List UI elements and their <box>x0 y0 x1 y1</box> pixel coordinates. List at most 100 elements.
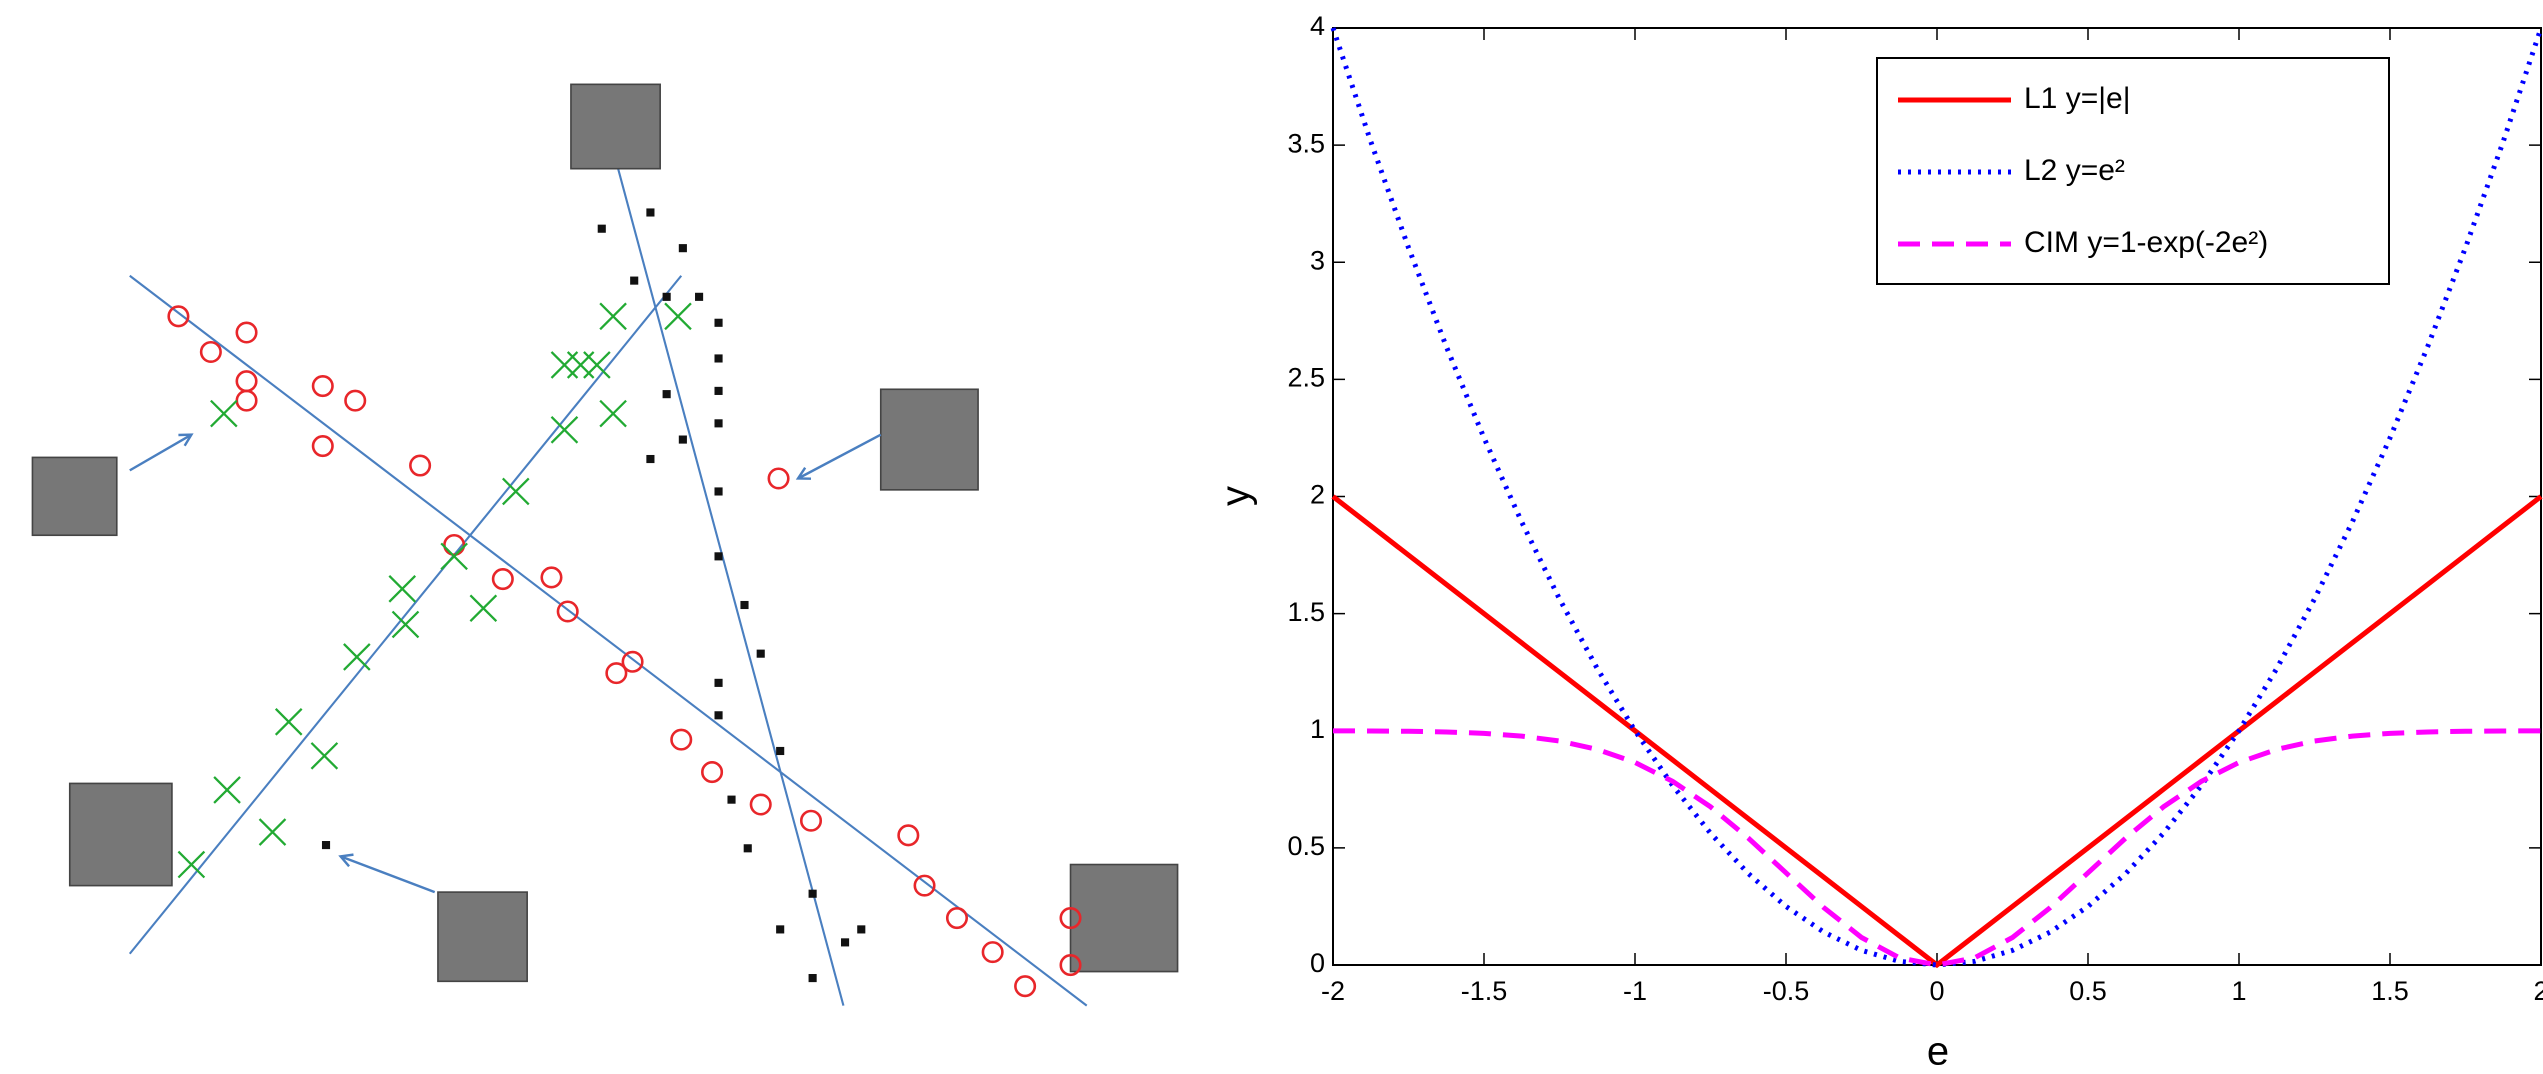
green-cross <box>440 542 468 571</box>
arrow-head <box>795 466 812 480</box>
black-dot <box>808 889 817 898</box>
red-circle <box>945 907 969 930</box>
red-circle <box>311 435 334 458</box>
x-axis-label: e <box>1927 1030 1949 1074</box>
black-dot <box>714 386 723 395</box>
green-cross <box>258 818 287 846</box>
face-image <box>1069 863 1179 973</box>
green-cross <box>177 850 206 879</box>
red-circle <box>913 874 936 897</box>
black-dot <box>662 390 671 399</box>
black-dot <box>321 841 331 850</box>
black-dot <box>695 292 704 301</box>
red-circle <box>167 305 190 328</box>
face-image <box>570 83 661 170</box>
green-cross <box>664 302 692 331</box>
black-dot <box>714 419 723 428</box>
red-circle <box>409 454 432 477</box>
x-tick-label: -2 <box>1321 976 1345 1006</box>
y-tick-label: 4 <box>1310 11 1325 41</box>
illustration <box>31 83 1179 1007</box>
black-dot <box>727 795 736 804</box>
legend-label: CIM y=1-exp(-2e²) <box>2024 226 2268 259</box>
red-circle <box>701 761 724 784</box>
y-tick-label: 2 <box>1310 480 1325 510</box>
red-circle <box>311 375 334 398</box>
green-cross <box>343 643 371 671</box>
x-tick-label: -1.5 <box>1461 976 1508 1006</box>
x-tick-label: -0.5 <box>1763 976 1810 1006</box>
red-circle <box>199 340 222 364</box>
series-line <box>1331 494 2543 969</box>
x-tick-label: -1 <box>1623 976 1647 1006</box>
series-line <box>1330 27 2543 968</box>
black-dot <box>743 844 752 853</box>
green-cross <box>210 399 238 428</box>
black-dot <box>678 435 687 444</box>
black-dot <box>714 487 723 496</box>
y-axis-label: y <box>1214 486 1258 506</box>
black-dot <box>678 244 687 253</box>
face-image <box>437 891 528 983</box>
red-circle <box>443 533 466 557</box>
red-circle <box>897 824 920 847</box>
y-tick-label: 1 <box>1310 714 1325 744</box>
red-circle <box>344 389 367 412</box>
black-dot <box>808 974 817 983</box>
red-circle <box>235 321 258 344</box>
red-circle <box>491 568 514 591</box>
black-dot <box>776 925 785 934</box>
arrow <box>340 855 436 894</box>
green-cross <box>274 708 303 736</box>
x-tick-label: 2 <box>2533 976 2543 1006</box>
red-circle <box>540 566 563 589</box>
y-tick-label: 3 <box>1310 245 1325 275</box>
face-image <box>68 782 173 887</box>
arrow <box>129 433 193 472</box>
arrow <box>797 433 882 480</box>
y-tick-label: 1.5 <box>1287 597 1325 627</box>
green-cross <box>388 575 417 603</box>
black-dot <box>714 318 723 327</box>
x-tick-label: 0.5 <box>2069 976 2107 1006</box>
red-circle <box>981 941 1004 964</box>
green-cross <box>502 477 530 506</box>
black-dot <box>857 925 866 934</box>
green-cross <box>583 351 611 379</box>
green-cross <box>550 351 579 379</box>
red-circle <box>235 389 258 412</box>
red-circle <box>605 662 628 685</box>
face-image <box>879 388 979 491</box>
black-dot <box>630 276 639 285</box>
legend-label: L2 y=e² <box>2024 154 2125 187</box>
red-circle <box>799 809 823 832</box>
arrow-head <box>178 433 194 447</box>
x-tick-label: 1.5 <box>2371 976 2409 1006</box>
y-tick-label: 2.5 <box>1287 363 1325 393</box>
black-dot <box>740 600 749 610</box>
arrow-head <box>338 853 354 868</box>
black-dot <box>714 354 723 363</box>
black-dot <box>646 454 655 464</box>
green-cross <box>213 776 241 804</box>
red-circle <box>767 467 790 490</box>
fit-line <box>129 274 1088 1007</box>
black-dot <box>646 208 655 217</box>
red-circle <box>1059 907 1082 930</box>
fit-line <box>128 275 683 955</box>
green-cross <box>566 351 595 379</box>
green-cross <box>310 742 339 770</box>
red-circle <box>235 370 258 393</box>
fit-line <box>615 161 845 1006</box>
black-dot <box>841 938 850 947</box>
y-tick-label: 3.5 <box>1287 128 1325 158</box>
red-circle <box>670 728 693 751</box>
black-dot <box>597 224 606 233</box>
green-cross <box>550 416 579 444</box>
red-circle <box>1059 954 1082 977</box>
black-dot <box>662 292 671 301</box>
black-dot <box>714 552 723 561</box>
face-image <box>31 456 118 537</box>
black-dot <box>776 746 785 756</box>
